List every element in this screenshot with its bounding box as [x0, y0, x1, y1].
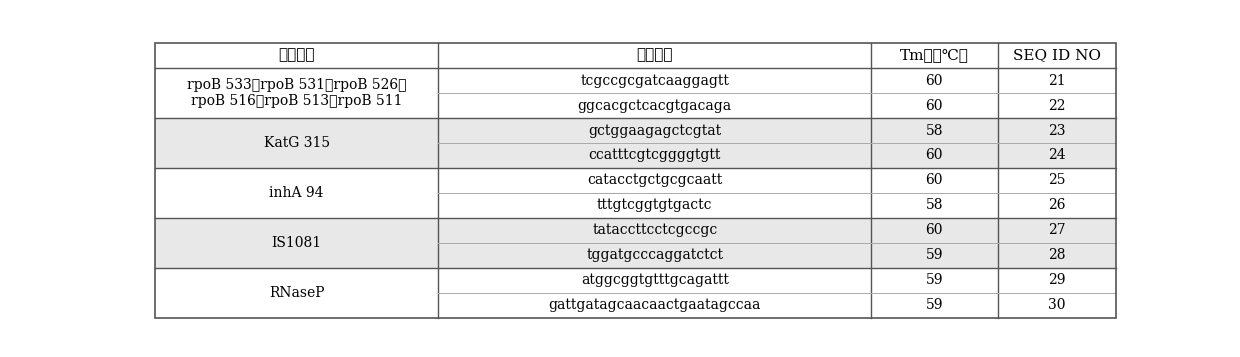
Text: 22: 22 [1048, 99, 1065, 112]
Text: 59: 59 [925, 298, 944, 312]
Text: KatG 315: KatG 315 [264, 136, 330, 150]
Bar [155, 143, 439, 168]
Text: 26: 26 [1048, 198, 1065, 212]
Text: ggcacgctcacgtgacaga: ggcacgctcacgtgacaga [578, 99, 732, 112]
Bar [998, 143, 1116, 168]
Bar [998, 243, 1116, 268]
Bar [870, 293, 998, 318]
Text: 21: 21 [1048, 74, 1065, 87]
Text: 27: 27 [1048, 223, 1065, 237]
Bar [998, 168, 1116, 193]
Bar [155, 168, 439, 193]
Bar [439, 143, 870, 168]
Text: atggcggtgtttgcagattt: atggcggtgtttgcagattt [580, 273, 729, 287]
Bar [870, 143, 998, 168]
Text: 检测目标: 检测目标 [279, 49, 315, 62]
Bar [155, 118, 439, 143]
Text: inhA 94: inhA 94 [269, 186, 324, 200]
Bar [870, 43, 998, 68]
Bar [870, 193, 998, 218]
Text: rpoB 533，rpoB 531，rpoB 526，
rpoB 516，rpoB 513，rpoB 511: rpoB 533，rpoB 531，rpoB 526， rpoB 516，rpo… [187, 78, 407, 108]
Text: catacctgctgcgcaatt: catacctgctgcgcaatt [587, 174, 723, 187]
Bar [870, 243, 998, 268]
Bar [439, 93, 870, 118]
Text: 30: 30 [1048, 298, 1065, 312]
Bar [155, 193, 439, 218]
Text: 29: 29 [1048, 273, 1065, 287]
Bar [998, 43, 1116, 68]
Text: IS1081: IS1081 [272, 236, 322, 250]
Text: tttgtcggtgtgactc: tttgtcggtgtgactc [596, 198, 713, 212]
Text: tataccttcctcgccgc: tataccttcctcgccgc [591, 223, 718, 237]
Text: 59: 59 [925, 273, 944, 287]
Text: 60: 60 [925, 74, 944, 87]
Text: SEQ ID NO: SEQ ID NO [1013, 49, 1101, 62]
Bar [155, 218, 439, 243]
Bar [155, 43, 439, 68]
Bar [998, 68, 1116, 93]
Bar [439, 268, 870, 293]
Bar [998, 118, 1116, 143]
Bar [870, 218, 998, 243]
Bar [439, 168, 870, 193]
Bar [439, 68, 870, 93]
Bar [439, 193, 870, 218]
Text: tggatgcccaggatctct: tggatgcccaggatctct [587, 248, 723, 262]
Bar [155, 293, 439, 318]
Bar [998, 193, 1116, 218]
Bar [439, 293, 870, 318]
Bar [439, 243, 870, 268]
Bar [870, 168, 998, 193]
Text: 28: 28 [1048, 248, 1065, 262]
Text: Tm値（℃）: Tm値（℃） [900, 49, 968, 62]
Text: RNaseP: RNaseP [269, 286, 325, 300]
Bar [870, 268, 998, 293]
Bar [870, 68, 998, 93]
Bar [998, 293, 1116, 318]
Text: ccatttcgtcggggtgtt: ccatttcgtcggggtgtt [589, 149, 720, 162]
Text: 58: 58 [925, 198, 944, 212]
Bar [155, 268, 439, 293]
Text: 60: 60 [925, 99, 944, 112]
Bar [998, 218, 1116, 243]
Bar [439, 118, 870, 143]
Bar [155, 243, 439, 268]
Text: tcgccgcgatcaaggagtt: tcgccgcgatcaaggagtt [580, 74, 729, 87]
Bar [870, 118, 998, 143]
Bar [439, 43, 870, 68]
Bar [998, 93, 1116, 118]
Bar [155, 68, 439, 93]
Bar [870, 93, 998, 118]
Text: 引物序列: 引物序列 [636, 49, 673, 62]
Text: 58: 58 [925, 124, 944, 137]
Text: 60: 60 [925, 149, 944, 162]
Text: 23: 23 [1048, 124, 1065, 137]
Text: gctggaagagctcgtat: gctggaagagctcgtat [588, 124, 722, 137]
Text: 60: 60 [925, 174, 944, 187]
Bar [998, 268, 1116, 293]
Text: 25: 25 [1048, 174, 1065, 187]
Bar [439, 218, 870, 243]
Text: 60: 60 [925, 223, 944, 237]
Bar [155, 93, 439, 118]
Text: 24: 24 [1048, 149, 1065, 162]
Text: gattgatagcaacaactgaatagccaa: gattgatagcaacaactgaatagccaa [548, 298, 761, 312]
Text: 59: 59 [925, 248, 944, 262]
